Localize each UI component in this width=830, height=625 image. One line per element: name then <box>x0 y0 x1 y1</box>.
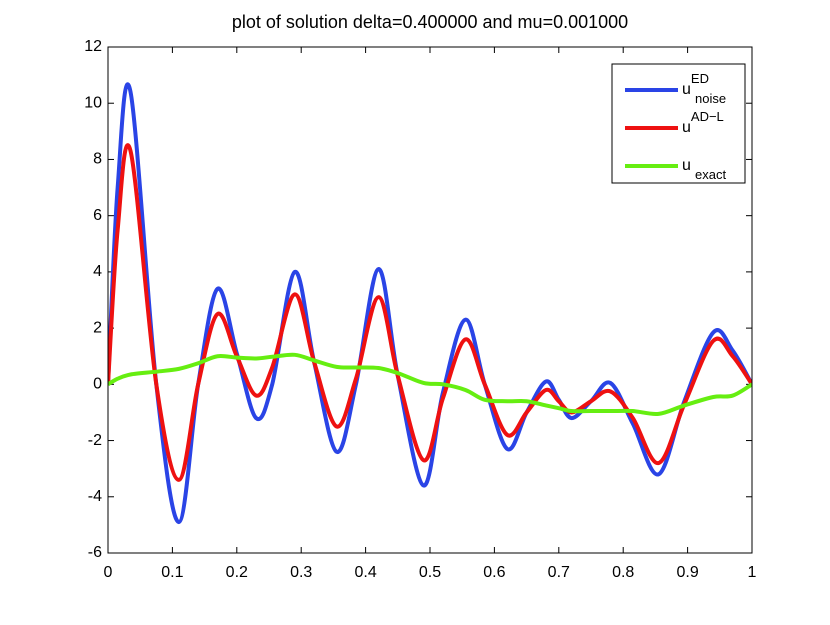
x-tick-label: 1 <box>748 564 757 581</box>
x-tick-label: 0.1 <box>161 564 183 581</box>
y-tick-label: -4 <box>88 488 102 505</box>
y-tick-label: 2 <box>93 319 102 336</box>
x-tick-label: 0.5 <box>419 564 441 581</box>
chart-title: plot of solution delta=0.400000 and mu=0… <box>232 12 628 32</box>
legend-sup: AD−L <box>691 109 724 124</box>
x-tick-label: 0 <box>104 564 113 581</box>
x-tick-label: 0.9 <box>676 564 698 581</box>
legend-sub: exact <box>695 167 726 182</box>
y-tick-label: 10 <box>84 94 102 111</box>
legend-sub: noise <box>695 91 726 106</box>
axes-box <box>107 46 753 554</box>
legend-box <box>611 63 746 184</box>
x-tick-label: 0.4 <box>354 564 376 581</box>
legend-base: u <box>682 119 691 136</box>
series-line <box>108 352 752 417</box>
y-tick-label: -2 <box>88 432 102 449</box>
legend-base: u <box>682 81 691 98</box>
y-tick-label: 12 <box>84 38 102 55</box>
x-tick-label: 0.6 <box>483 564 505 581</box>
y-tick-label: -6 <box>88 544 102 561</box>
legend-label: uexact <box>682 157 726 182</box>
y-tick-label: 6 <box>93 207 102 224</box>
legend-label: uAD−L <box>682 109 724 136</box>
x-tick-label: 0.3 <box>290 564 312 581</box>
x-tick-label: 0.7 <box>548 564 570 581</box>
y-tick-label: 8 <box>93 151 102 168</box>
series-line <box>108 82 752 525</box>
x-tick-label: 0.8 <box>612 564 634 581</box>
legend-sup: ED <box>691 71 709 86</box>
series-line <box>108 143 752 482</box>
legend-base: u <box>682 157 691 174</box>
y-tick-label: 0 <box>93 376 102 393</box>
y-tick-label: 4 <box>93 263 102 280</box>
legend-label: uED noise <box>682 71 726 106</box>
x-tick-label: 0.2 <box>226 564 248 581</box>
